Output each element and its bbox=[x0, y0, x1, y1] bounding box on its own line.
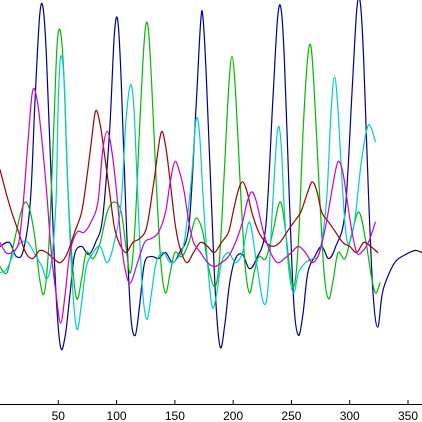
x-tick-label: 100 bbox=[107, 409, 127, 422]
x-axis: 50 100 150 200 250 300 350 bbox=[0, 400, 422, 422]
series-line-1 bbox=[0, 0, 422, 351]
x-tick-label: 50 bbox=[52, 409, 66, 422]
x-tick-label: 200 bbox=[223, 409, 243, 422]
series-line-2 bbox=[0, 21, 381, 300]
x-tick-label: 350 bbox=[398, 409, 418, 422]
x-tick-label: 150 bbox=[165, 409, 185, 422]
series-line-4 bbox=[0, 109, 379, 264]
series-line-5 bbox=[0, 87, 376, 324]
series-line-3 bbox=[0, 55, 376, 331]
x-tick-label: 300 bbox=[340, 409, 360, 422]
x-tick-label: 250 bbox=[281, 409, 301, 422]
series-layer bbox=[0, 0, 422, 351]
